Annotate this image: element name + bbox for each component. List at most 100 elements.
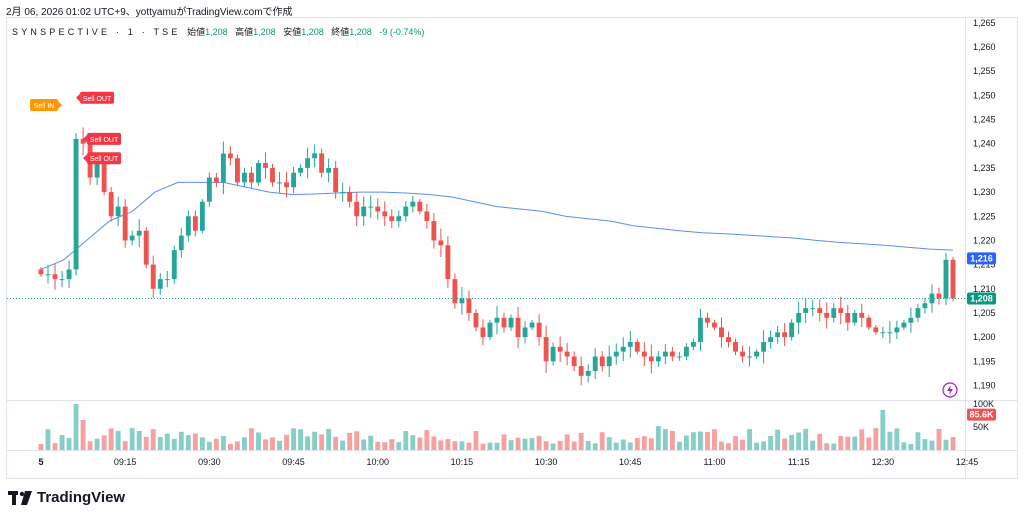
high-label: 高値	[235, 27, 254, 37]
candle-body	[817, 308, 823, 313]
candle	[277, 172, 282, 193]
candle	[557, 336, 563, 362]
candle-body	[73, 138, 79, 270]
candle-body	[564, 351, 570, 357]
candle	[52, 263, 58, 290]
candle	[157, 273, 163, 295]
time-tick-label: 10:15	[451, 457, 474, 467]
brand-name: TradingView	[37, 489, 126, 506]
candle	[789, 319, 795, 341]
volume-bar	[733, 436, 738, 450]
candle-body	[277, 182, 282, 184]
candle-body	[796, 312, 802, 323]
candle	[73, 133, 79, 276]
volume-tick-label: 100K	[973, 399, 994, 409]
candle-body	[122, 206, 128, 241]
candle	[543, 325, 549, 373]
last-price-badge-text: 1,208	[970, 293, 993, 303]
candle	[115, 196, 121, 227]
candle-body	[887, 332, 893, 334]
volume-bar	[192, 433, 198, 450]
volume-last-badge-bg	[967, 408, 996, 421]
candle-body	[178, 235, 184, 251]
volume-bar	[683, 435, 689, 450]
price-tick-label: 1,200	[973, 332, 996, 342]
candle	[936, 287, 942, 305]
candle-body	[143, 230, 149, 265]
candle-body	[859, 312, 865, 318]
chart-frame[interactable]: 1,190 1,195 1,200 1,205 1,210 1,215 1,220 1,225…	[6, 17, 1018, 479]
last-price-badge-bg	[967, 292, 996, 305]
candle-body	[417, 201, 423, 212]
price-tick-label: 1,190	[973, 380, 996, 390]
volume-bar	[522, 438, 528, 450]
volume-bar	[150, 429, 156, 450]
candle-body	[522, 327, 528, 338]
volume-bar	[417, 437, 423, 450]
volume-bar	[817, 433, 823, 450]
volume-bar	[452, 441, 458, 450]
candle	[662, 343, 668, 365]
candle	[733, 338, 738, 356]
candle	[375, 198, 381, 220]
price-tick-label: 1,225	[973, 211, 996, 221]
price-tick-label: 1,195	[973, 356, 996, 366]
candle	[354, 191, 360, 227]
volume-bar	[712, 429, 717, 450]
candle	[452, 273, 458, 309]
volume-bar	[157, 437, 163, 450]
price-tick-label: 1,230	[973, 187, 996, 197]
candle	[171, 245, 177, 284]
candle	[641, 342, 647, 367]
change-value: -9 (-0.74%)	[379, 27, 425, 37]
price-chart[interactable]: 1,190 1,195 1,200 1,205 1,210 1,215 1,220 1,225…	[7, 18, 1017, 478]
volume-tick-label: 50K	[973, 422, 989, 432]
candle	[648, 344, 654, 374]
volume-bar	[284, 434, 289, 450]
candle-body	[431, 221, 437, 241]
candle	[410, 195, 416, 213]
volume-bar	[213, 438, 219, 450]
candle-body	[782, 332, 788, 338]
candle	[459, 286, 465, 315]
price-tick-label: 1,260	[973, 42, 996, 52]
volume-bar	[403, 431, 409, 450]
candle-body	[480, 327, 486, 338]
candle-body	[740, 351, 745, 357]
volume-bar	[775, 429, 781, 450]
candle	[838, 296, 844, 325]
volume-bar	[894, 428, 900, 450]
volume-bar	[838, 436, 844, 450]
candle	[599, 351, 605, 372]
candle	[690, 338, 696, 351]
candle	[242, 167, 247, 188]
candle	[585, 364, 591, 383]
candle-body	[368, 206, 374, 208]
candle-body	[613, 351, 619, 357]
volume-bar	[747, 429, 752, 450]
candle	[213, 172, 219, 188]
volume-bar	[508, 440, 514, 450]
volume-bar	[473, 431, 479, 450]
candle	[494, 306, 500, 335]
candle-body	[319, 153, 325, 173]
candle	[199, 199, 205, 234]
candle	[438, 228, 444, 258]
volume-bar	[494, 442, 500, 450]
open-label: 始値	[187, 27, 206, 37]
candle	[480, 319, 486, 346]
candle	[740, 345, 745, 363]
candle-body	[529, 322, 535, 328]
volume-bar	[803, 428, 809, 450]
price-tick-label: 1,215	[973, 260, 996, 270]
candle	[312, 144, 318, 168]
candle-body	[634, 341, 640, 352]
candle-body	[761, 341, 767, 352]
last-price-badge: 1,208	[967, 292, 996, 305]
tradingview-logo[interactable]: TradingView	[8, 489, 125, 506]
volume-bar	[480, 443, 486, 450]
candle-body	[936, 293, 942, 299]
candle-body	[950, 259, 956, 299]
volume-bar	[592, 443, 598, 450]
candle	[845, 304, 851, 331]
